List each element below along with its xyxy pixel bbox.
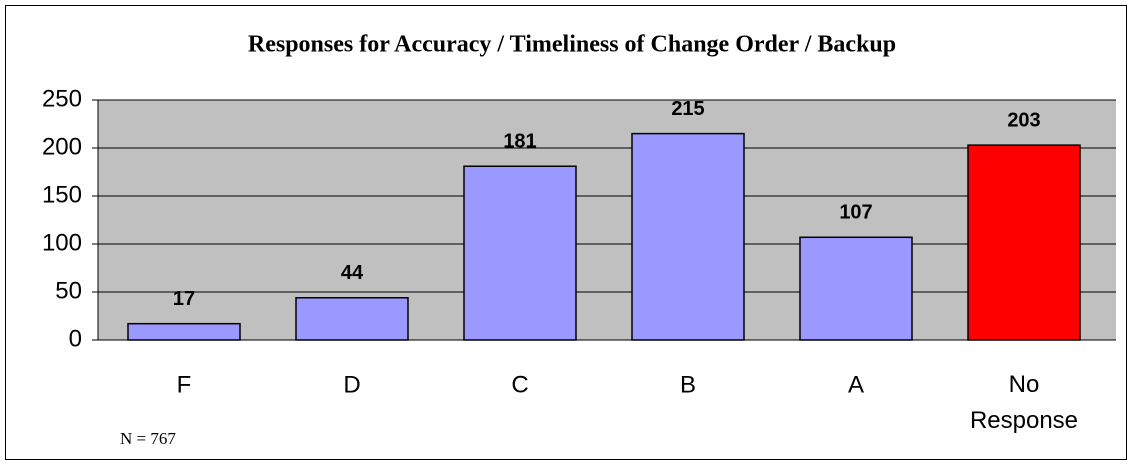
bar	[127, 322, 241, 341]
x-tick-label: A	[848, 371, 864, 398]
x-tick-label: B	[680, 371, 696, 398]
x-tick-label: F	[177, 371, 192, 398]
x-tick-label: C	[511, 371, 528, 398]
y-tick-label: 200	[42, 133, 82, 160]
value-label: 107	[839, 202, 872, 224]
bar	[967, 144, 1081, 341]
y-tick-label: 150	[42, 181, 82, 208]
value-label: 17	[173, 288, 195, 310]
bar	[463, 165, 577, 341]
annotation: N = 767	[120, 429, 176, 448]
chart-title: Responses for Accuracy / Timeliness of C…	[248, 32, 896, 58]
x-tick-label: No Response	[970, 371, 1078, 434]
y-tick-label: 250	[42, 85, 82, 112]
plot-area	[98, 100, 1116, 340]
x-tick-label: D	[343, 371, 360, 398]
y-tick-label: 100	[42, 229, 82, 256]
value-label: 215	[671, 98, 704, 120]
y-tick-label: 0	[69, 325, 82, 352]
bar	[799, 236, 913, 341]
bar	[631, 132, 745, 341]
value-label: 181	[503, 131, 536, 153]
value-label: 44	[341, 262, 364, 284]
y-tick-label: 50	[55, 277, 82, 304]
bar	[295, 297, 409, 341]
value-label: 203	[1007, 109, 1040, 131]
